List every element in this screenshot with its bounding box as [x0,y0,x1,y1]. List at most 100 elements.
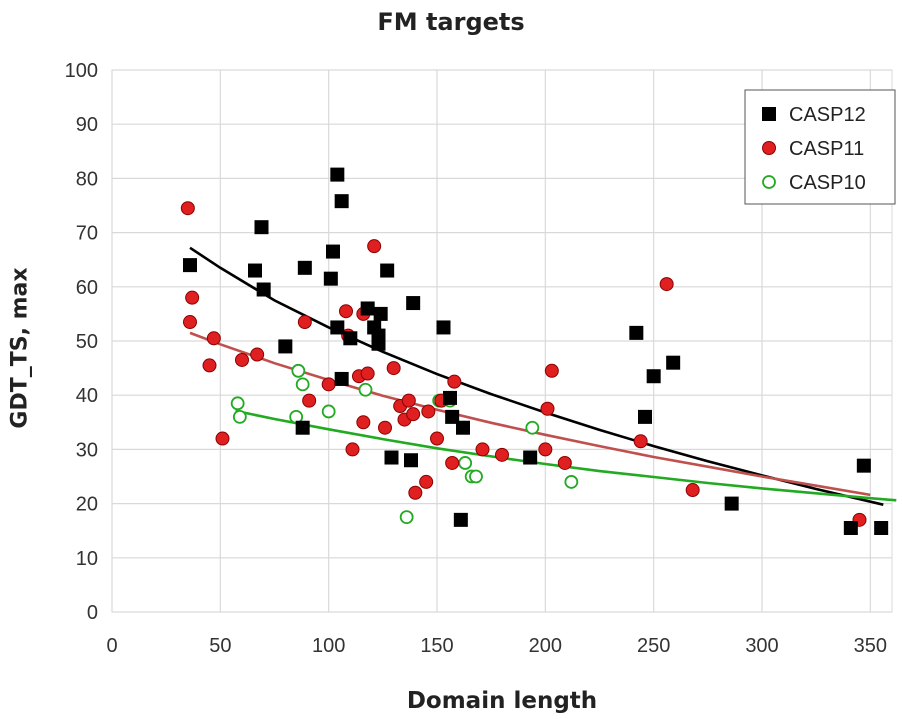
point-casp12 [724,496,739,511]
y-tick-label: 100 [65,60,98,82]
x-tick-label: 300 [745,635,778,657]
legend-label-casp11: CASP11 [789,138,864,160]
point-casp12 [456,420,470,435]
x-tick-label: 100 [312,635,345,657]
point-casp11 [633,434,648,449]
point-casp10 [525,420,540,435]
y-tick-label: 70 [76,223,98,245]
point-casp11 [356,415,371,430]
x-tick-label: 350 [854,635,887,657]
point-casp11 [202,358,217,373]
point-casp11 [297,315,312,330]
point-casp11 [544,363,559,378]
point-casp12 [254,220,269,235]
y-tick-label: 10 [76,548,98,570]
point-casp11 [360,366,375,381]
trend-lines [189,246,897,506]
point-casp12 [523,450,538,465]
point-casp11 [321,377,336,392]
point-casp12 [371,336,386,351]
point-casp12 [330,320,345,335]
point-casp10 [358,382,373,397]
point-casp12 [278,339,293,354]
point-casp11 [430,431,444,446]
point-casp10 [321,404,336,419]
y-tick-label: 80 [76,168,98,190]
point-casp11 [659,277,674,292]
point-casp10 [295,377,310,392]
point-casp12 [295,420,310,435]
point-casp12 [406,296,421,311]
y-tick-label: 20 [76,494,98,516]
legend-marker-casp12 [762,107,776,121]
point-casp12 [334,371,349,386]
point-casp11 [475,442,490,457]
legend-marker-casp11 [762,141,776,155]
data-points [180,167,889,535]
point-casp11 [495,447,509,462]
trendline-casp10 [235,409,897,502]
point-casp11 [206,331,221,346]
point-casp12 [373,306,388,321]
point-casp11 [215,431,230,446]
y-tick-label: 90 [76,114,98,136]
point-casp11 [447,374,462,389]
point-casp12 [380,263,395,278]
legend-label-casp10: CASP10 [789,172,866,194]
trendline-casp11 [189,331,871,497]
point-casp10 [230,396,245,411]
point-casp10 [399,510,414,525]
point-casp11 [408,485,423,500]
point-casp11 [183,315,197,330]
point-casp11 [419,474,434,489]
point-casp10 [469,469,483,484]
point-casp11 [401,393,416,408]
point-casp11 [540,401,555,416]
point-casp12 [248,263,262,278]
point-casp11 [557,455,572,470]
point-casp11 [367,239,382,254]
y-tick-label: 0 [87,602,98,624]
point-casp12 [646,369,661,384]
point-casp11 [339,304,353,319]
tick-labels: 0 10 20 30 40 50 60 70 80 90 100 0 50 100 150 200 250 300… [65,60,887,657]
point-casp11 [180,201,195,216]
y-tick-label: 40 [76,385,98,407]
point-casp10 [458,456,473,470]
point-casp12 [436,320,451,335]
x-axis-label: Domain length [406,688,598,714]
trendline-casp12 [189,246,884,506]
point-casp12 [183,258,197,273]
point-casp11 [250,347,265,362]
point-casp12 [326,244,340,259]
point-casp11 [185,290,200,305]
point-casp10 [291,363,306,378]
y-tick-label: 60 [76,277,98,299]
point-casp11 [406,407,421,422]
point-casp12 [297,260,312,275]
point-casp12 [856,458,871,473]
point-casp12 [343,331,358,346]
point-casp12 [874,520,889,535]
legend-marker-casp10 [762,175,776,189]
point-casp12 [360,301,375,316]
point-casp12 [256,282,271,297]
point-casp11 [302,393,317,408]
point-casp12 [843,520,858,535]
point-casp12 [404,453,418,468]
point-casp12 [629,325,644,340]
point-casp12 [445,409,460,424]
point-casp11 [386,361,401,376]
point-casp11 [378,420,392,435]
y-tick-label: 50 [76,331,98,353]
x-tick-label: 0 [106,635,117,657]
x-tick-label: 250 [637,635,670,657]
point-casp12 [443,390,457,405]
point-casp12 [638,409,652,424]
x-tick-label: 150 [420,635,453,657]
legend-label-casp12: CASP12 [789,104,866,126]
point-casp11 [445,455,460,470]
point-casp11 [685,483,700,498]
point-casp12 [384,450,399,465]
